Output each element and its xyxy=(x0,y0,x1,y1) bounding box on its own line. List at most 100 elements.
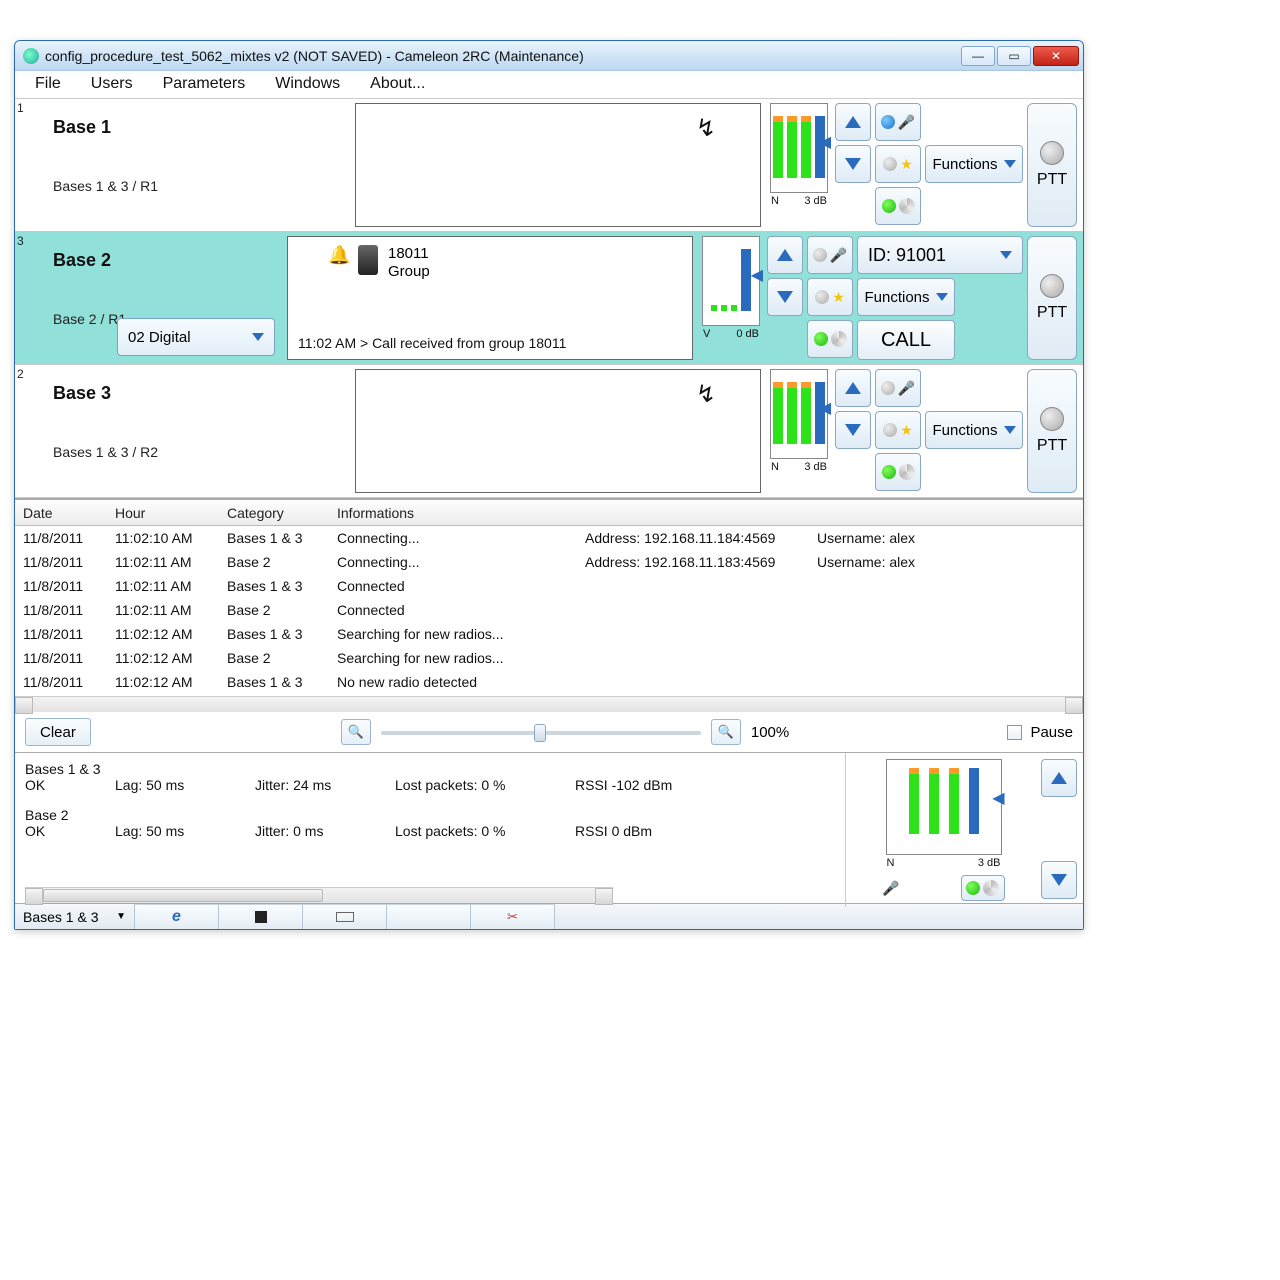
base-subtitle: Bases 1 & 3 / R1 xyxy=(53,178,341,194)
mic-button[interactable]: 🎤 xyxy=(875,369,921,407)
bottom-ie-button[interactable]: e xyxy=(135,904,219,929)
log-col-info[interactable]: Informations xyxy=(329,501,577,525)
base-row[interactable]: 1 Base 1 Bases 1 & 3 / R1 ↯ ◀ xyxy=(15,99,1083,232)
log-col-hour[interactable]: Hour xyxy=(107,501,219,525)
button-cluster: 🎤 ★ Functions PTT xyxy=(833,365,1083,497)
vol-up-button[interactable] xyxy=(835,103,871,141)
record-button[interactable] xyxy=(875,453,921,491)
menu-file[interactable]: File xyxy=(21,71,75,98)
vu-left-label: N xyxy=(771,195,779,207)
favorite-button[interactable]: ★ xyxy=(807,278,853,316)
pause-checkbox[interactable] xyxy=(1007,725,1022,740)
ptt-button[interactable]: PTT xyxy=(1027,236,1077,360)
center-panel: ↯ xyxy=(355,103,761,227)
button-cluster: 🎤 ★ ID: 91001 Functions CALL PTT xyxy=(765,232,1083,364)
vol-up-button[interactable] xyxy=(835,369,871,407)
favorite-button[interactable]: ★ xyxy=(875,411,921,449)
mic-button[interactable]: 🎤 xyxy=(875,103,921,141)
vu-left-label: V xyxy=(703,328,710,340)
zoom-percent: 100% xyxy=(751,724,789,741)
log-col-username[interactable] xyxy=(809,501,1009,525)
menu-users[interactable]: Users xyxy=(77,71,147,98)
bottom-base-select[interactable]: Bases 1 & 3 ▼ xyxy=(15,904,135,929)
bottom-base-label: Bases 1 & 3 xyxy=(23,909,99,925)
lightning-icon: ↯ xyxy=(696,380,716,409)
status-right: ◀ N 3 dB 🎤 xyxy=(845,753,1083,907)
zoom-out-button[interactable]: 🔍 xyxy=(341,719,371,745)
clear-button[interactable]: Clear xyxy=(25,718,91,746)
functions-button[interactable]: Functions xyxy=(925,411,1023,449)
favorite-button[interactable]: ★ xyxy=(875,145,921,183)
log-cell-category: Base 2 xyxy=(219,598,329,622)
vu-meter: ◀ xyxy=(770,103,828,193)
chevron-down-icon xyxy=(252,333,264,341)
base-row[interactable]: 2 Base 3 Bases 1 & 3 / R2 ↯ ◀ xyxy=(15,365,1083,498)
app-icon xyxy=(23,48,39,64)
titlebar[interactable]: config_procedure_test_5062_mixtes v2 (NO… xyxy=(15,41,1083,71)
log-row[interactable]: 11/8/2011 11:02:11 AM Bases 1 & 3 Connec… xyxy=(15,574,1083,598)
functions-button[interactable]: Functions xyxy=(925,145,1023,183)
zoom-slider[interactable] xyxy=(381,722,701,742)
vol-down-button[interactable] xyxy=(767,278,803,316)
log-row[interactable]: 11/8/2011 11:02:11 AM Base 2 Connected xyxy=(15,598,1083,622)
id-select[interactable]: ID: 91001 xyxy=(857,236,1023,274)
status-vol-down-button[interactable] xyxy=(1041,861,1077,899)
base-row[interactable]: 3 Base 2 Base 2 / R1 02 Digital 🔔 18011G… xyxy=(15,232,1083,365)
vu-meter: ◀ xyxy=(702,236,760,326)
maximize-button[interactable]: ▭ xyxy=(997,46,1031,66)
log-row[interactable]: 11/8/2011 11:02:12 AM Bases 1 & 3 No new… xyxy=(15,670,1083,694)
status-hscrollbar[interactable] xyxy=(25,887,613,903)
record-button[interactable] xyxy=(807,320,853,358)
vu-arrow-icon: ◀ xyxy=(819,398,831,418)
log-row[interactable]: 11/8/2011 11:02:10 AM Bases 1 & 3 Connec… xyxy=(15,526,1083,550)
minimize-button[interactable]: — xyxy=(961,46,995,66)
log-row[interactable]: 11/8/2011 11:02:12 AM Base 2 Searching f… xyxy=(15,646,1083,670)
log-row[interactable]: 11/8/2011 11:02:12 AM Bases 1 & 3 Search… xyxy=(15,622,1083,646)
bottom-split-button[interactable] xyxy=(303,904,387,929)
status-ok: OK xyxy=(25,823,85,839)
log-col-category[interactable]: Category xyxy=(219,501,329,525)
status-record-button[interactable] xyxy=(961,875,1005,901)
mode-select[interactable]: 02 Digital xyxy=(117,318,275,356)
log-cell-category: Bases 1 & 3 xyxy=(219,526,329,550)
close-button[interactable]: ✕ xyxy=(1033,46,1079,66)
chevron-down-icon xyxy=(1004,160,1016,168)
status-vol-up-button[interactable] xyxy=(1041,759,1077,797)
lightning-icon: ↯ xyxy=(696,114,716,143)
menu-windows[interactable]: Windows xyxy=(261,71,354,98)
vol-down-button[interactable] xyxy=(835,411,871,449)
log-col-address[interactable] xyxy=(577,501,809,525)
bottom-stop-button[interactable] xyxy=(219,904,303,929)
status-rssi: RSSI 0 dBm xyxy=(575,823,652,839)
ptt-led-icon xyxy=(1040,274,1064,298)
vol-down-button[interactable] xyxy=(835,145,871,183)
bottom-tools-button[interactable]: ✂ xyxy=(471,904,555,929)
functions-button[interactable]: Functions xyxy=(857,278,955,316)
menu-parameters[interactable]: Parameters xyxy=(149,71,260,98)
log-col-date[interactable]: Date xyxy=(15,501,107,525)
vol-up-button[interactable] xyxy=(767,236,803,274)
mini-vu-left: N xyxy=(887,857,895,869)
log-cell-hour: 11:02:11 AM xyxy=(107,574,219,598)
bell-icon: 🔔 xyxy=(328,245,348,265)
status-group: Bases 1 & 3 OK Lag: 50 ms Jitter: 24 ms … xyxy=(25,761,835,793)
zoom-in-button[interactable]: 🔍 xyxy=(711,719,741,745)
log-cell-hour: 11:02:11 AM xyxy=(107,550,219,574)
bottom-blank-button[interactable] xyxy=(387,904,471,929)
call-button[interactable]: CALL xyxy=(857,320,955,360)
record-button[interactable] xyxy=(875,187,921,225)
mic-button[interactable]: 🎤 xyxy=(807,236,853,274)
ptt-button[interactable]: PTT xyxy=(1027,369,1077,493)
log-hscrollbar[interactable] xyxy=(15,696,1083,712)
log-cell-address xyxy=(577,622,809,646)
vu-arrow-icon: ◀ xyxy=(819,132,831,152)
log-cell-info: Connected xyxy=(329,574,577,598)
log-row[interactable]: 11/8/2011 11:02:11 AM Base 2 Connecting.… xyxy=(15,550,1083,574)
call-message: 11:02 AM > Call received from group 1801… xyxy=(288,331,692,359)
log-body[interactable]: 11/8/2011 11:02:10 AM Bases 1 & 3 Connec… xyxy=(15,526,1083,696)
ptt-button[interactable]: PTT xyxy=(1027,103,1077,227)
log-cell-hour: 11:02:11 AM xyxy=(107,598,219,622)
base-title: Base 3 xyxy=(53,383,341,404)
menu-about[interactable]: About... xyxy=(356,71,439,98)
vu-right-label: 3 dB xyxy=(804,461,827,473)
